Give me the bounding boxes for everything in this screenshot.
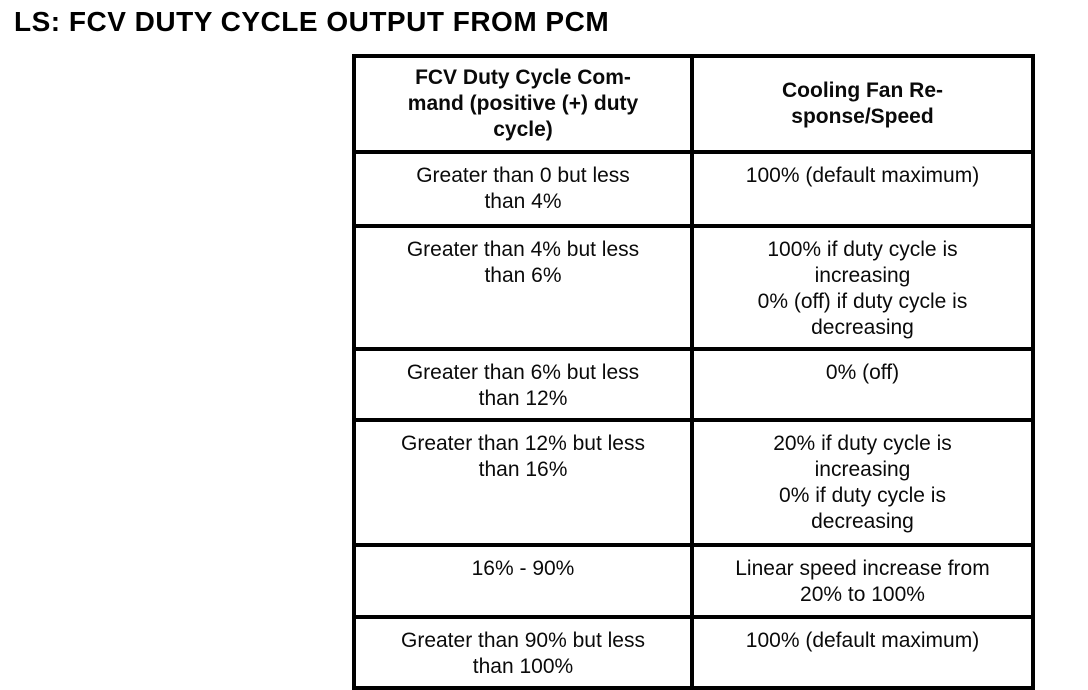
command-cell: Greater than 0 but less than 4% bbox=[352, 150, 694, 228]
response-cell: Linear speed increase from 20% to 100% bbox=[690, 543, 1035, 619]
table-header-row: FCV Duty Cycle Com- mand (positive (+) d… bbox=[352, 54, 1035, 154]
response-cell: 20% if duty cycle is increasing 0% if du… bbox=[690, 418, 1035, 547]
header-cell-duty-cycle-command: FCV Duty Cycle Com- mand (positive (+) d… bbox=[352, 54, 694, 154]
table-row: Greater than 90% but less than 100% 100%… bbox=[352, 615, 1035, 690]
command-cell: Greater than 4% but less than 6% bbox=[352, 224, 694, 351]
command-cell: 16% - 90% bbox=[352, 543, 694, 619]
response-cell: 100% if duty cycle is increasing 0% (off… bbox=[690, 224, 1035, 351]
table-row: Greater than 12% but less than 16% 20% i… bbox=[352, 418, 1035, 547]
command-cell: Greater than 6% but less than 12% bbox=[352, 347, 694, 422]
command-cell: Greater than 90% but less than 100% bbox=[352, 615, 694, 690]
table-row: 16% - 90% Linear speed increase from 20%… bbox=[352, 543, 1035, 619]
header-cell-cooling-fan-response: Cooling Fan Re- sponse/Speed bbox=[690, 54, 1035, 154]
command-cell: Greater than 12% but less than 16% bbox=[352, 418, 694, 547]
response-cell: 100% (default maximum) bbox=[690, 150, 1035, 228]
table-row: Greater than 0 but less than 4% 100% (de… bbox=[352, 150, 1035, 228]
page-title: LS: FCV DUTY CYCLE OUTPUT FROM PCM bbox=[14, 6, 610, 37]
fcv-duty-cycle-table: FCV Duty Cycle Com- mand (positive (+) d… bbox=[352, 54, 1035, 690]
table-row: Greater than 6% but less than 12% 0% (of… bbox=[352, 347, 1035, 422]
response-cell: 100% (default maximum) bbox=[690, 615, 1035, 690]
response-cell: 0% (off) bbox=[690, 347, 1035, 422]
table-row: Greater than 4% but less than 6% 100% if… bbox=[352, 224, 1035, 351]
